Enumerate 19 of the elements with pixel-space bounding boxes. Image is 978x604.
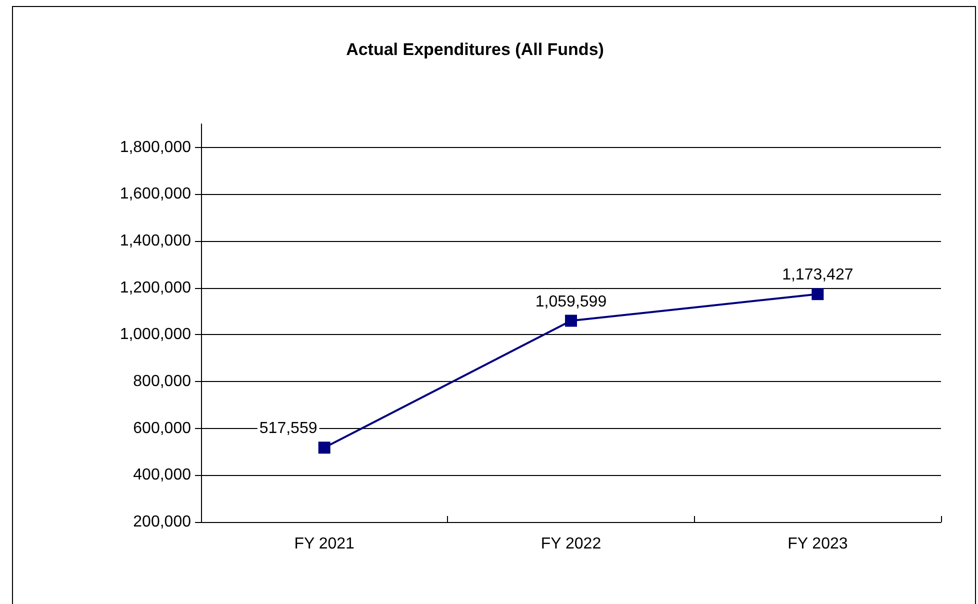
y-tick-label: 400,000 <box>133 466 192 484</box>
y-tick-label: 600,000 <box>133 420 192 437</box>
point <box>812 288 824 300</box>
data-label: 1,173,427 <box>782 266 854 284</box>
y-tick-label: 1,800,000 <box>120 138 192 156</box>
y-tick-label: 200,000 <box>133 514 192 530</box>
x-tick-label: FY 2022 <box>540 536 602 552</box>
x-tick-label: FY 2023 <box>788 536 848 552</box>
point <box>318 442 330 454</box>
data-label: 517,559 <box>259 420 318 438</box>
y-tick-label: 1,600,000 <box>120 186 192 203</box>
y-tick-label: 800,000 <box>133 373 192 390</box>
point <box>565 314 577 327</box>
chart-title: Actual Expenditures (All Funds) <box>346 40 604 59</box>
y-tick-label: 1,400,000 <box>120 232 192 250</box>
y-tick-label: 1,200,000 <box>120 279 192 296</box>
x-tick-label: FY 2021 <box>294 536 355 552</box>
y-tick-label: 1,000,000 <box>120 326 192 344</box>
data-label: 1,059,599 <box>535 293 607 310</box>
